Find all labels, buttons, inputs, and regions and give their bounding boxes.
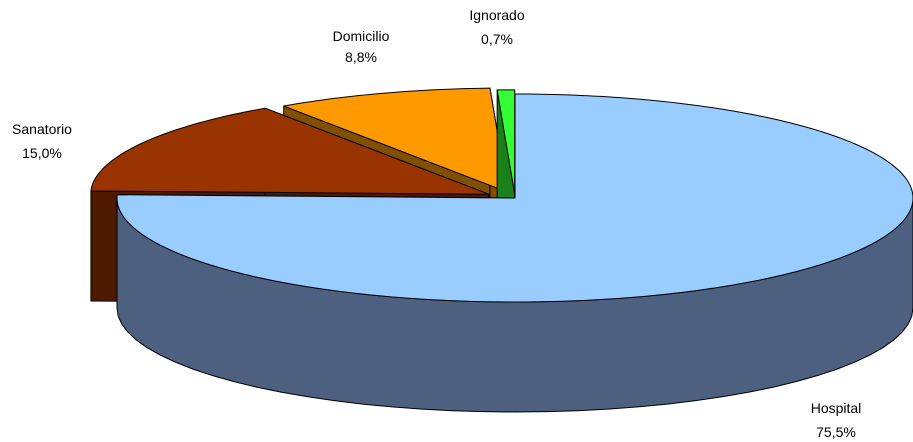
slice-name-label-hospital: Hospital <box>811 400 862 416</box>
slice-name-label-sanatorio: Sanatorio <box>12 121 72 137</box>
slice-value-label-ignorado: 0,7% <box>481 31 513 47</box>
pie-slice-ignorado <box>496 89 516 195</box>
pie-slice-hospital <box>116 93 913 303</box>
slice-name-label-domicilio: Domicilio <box>333 28 390 44</box>
pie-slice-sanatorio <box>90 107 490 195</box>
slice-name-label-ignorado: Ignorado <box>469 7 524 23</box>
pie-slice-domicilio <box>283 87 508 193</box>
slice-value-label-hospital: 75,5% <box>816 424 856 440</box>
slice-value-label-sanatorio: 15,0% <box>22 145 62 161</box>
slice-value-label-domicilio: 8,8% <box>345 49 377 65</box>
